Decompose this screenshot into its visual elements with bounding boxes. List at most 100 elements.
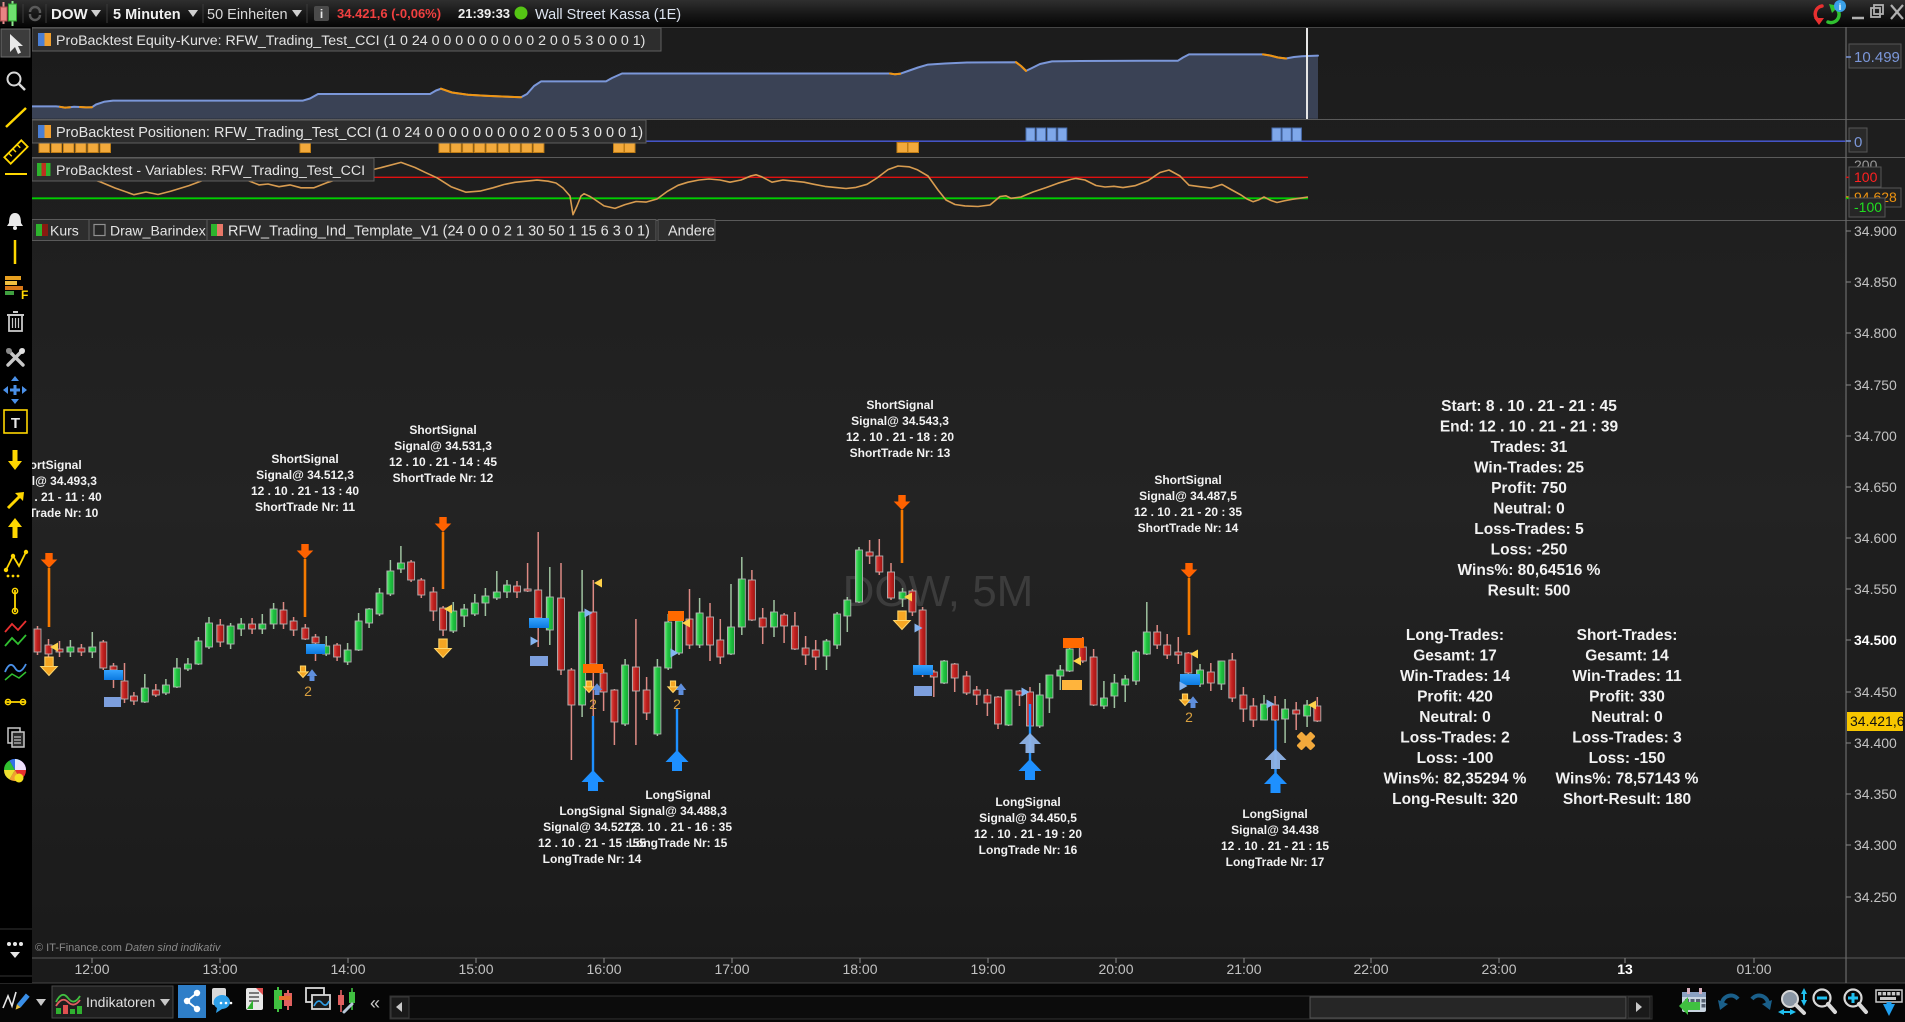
svg-text:Win-Trades: 14: Win-Trades: 14: [1400, 668, 1510, 685]
svg-text:34.450: 34.450: [1854, 684, 1897, 700]
svg-text:Trades: 31: Trades: 31: [1491, 439, 1568, 456]
svg-text:2: 2: [673, 696, 681, 712]
svg-text:Andere: Andere: [668, 224, 715, 240]
svg-text:Gesamt: 17: Gesamt: 17: [1413, 648, 1497, 665]
svg-text:ProBacktest Positionen: RFW_Tr: ProBacktest Positionen: RFW_Trading_Test…: [56, 125, 643, 141]
svg-text:Signal@ 34.488,3: Signal@ 34.488,3: [629, 804, 727, 818]
svg-text:14:00: 14:00: [330, 961, 365, 977]
svg-text:Signal@ 34.543,3: Signal@ 34.543,3: [851, 414, 949, 428]
svg-text:19:00: 19:00: [970, 961, 1005, 977]
svg-text:2: 2: [304, 683, 312, 699]
svg-text:Gesamt: 14: Gesamt: 14: [1585, 648, 1669, 665]
svg-text:20:00: 20:00: [1098, 961, 1133, 977]
svg-text:100: 100: [1854, 169, 1878, 185]
svg-text:13: 13: [1617, 961, 1633, 977]
svg-text:Result: 500: Result: 500: [1488, 583, 1571, 600]
svg-text:16:00: 16:00: [586, 961, 621, 977]
svg-text:Wins%: 78,57143 %: Wins%: 78,57143 %: [1556, 771, 1699, 788]
svg-text:LongSignal: LongSignal: [645, 788, 710, 802]
svg-text:Daten sind indikativ: Daten sind indikativ: [125, 942, 222, 954]
svg-text:LongTrade Nr: 17: LongTrade Nr: 17: [1226, 855, 1325, 869]
svg-text:Wall Street Kassa (1E): Wall Street Kassa (1E): [535, 7, 681, 23]
svg-text:DOW, 5M: DOW, 5M: [843, 567, 1034, 616]
svg-text:-100: -100: [1854, 199, 1882, 215]
svg-text:13:00: 13:00: [202, 961, 237, 977]
svg-text:ShortSignal: ShortSignal: [866, 398, 933, 412]
svg-text:21:39:33: 21:39:33: [458, 6, 510, 21]
svg-text:© IT-Finance.com: © IT-Finance.com: [35, 942, 122, 954]
svg-text:LongSignal: LongSignal: [559, 804, 624, 818]
svg-text:34.421,6: 34.421,6: [1850, 713, 1905, 729]
svg-text:Profit: 330: Profit: 330: [1589, 689, 1665, 706]
svg-text:ProBacktest Equity-Kurve: RFW_: ProBacktest Equity-Kurve: RFW_Trading_Te…: [56, 33, 645, 49]
svg-text:ShortTrade Nr: 14: ShortTrade Nr: 14: [1138, 521, 1239, 535]
svg-text:i: i: [1839, 2, 1842, 12]
svg-text:34.350: 34.350: [1854, 786, 1897, 802]
svg-text:Loss: -100: Loss: -100: [1417, 750, 1494, 767]
svg-text:Win-Trades: 11: Win-Trades: 11: [1572, 668, 1682, 685]
svg-text:Wins%: 80,64516 %: Wins%: 80,64516 %: [1458, 562, 1601, 579]
svg-text:12 . 10 . 21 - 19 : 20: 12 . 10 . 21 - 19 : 20: [974, 827, 1082, 841]
svg-text:RFW_Trading_Ind_Template_V1 (2: RFW_Trading_Ind_Template_V1 (24 0 0 0 2 …: [228, 224, 650, 240]
svg-text:34.850: 34.850: [1854, 274, 1897, 290]
svg-text:5 Minuten: 5 Minuten: [113, 7, 181, 23]
svg-text:Signal@ 34.487,5: Signal@ 34.487,5: [1139, 489, 1237, 503]
svg-text:«: «: [370, 993, 380, 1013]
svg-text:ProBacktest - Variables: RFW_T: ProBacktest - Variables: RFW_Trading_Tes…: [56, 163, 365, 179]
svg-text:Long-Trades:: Long-Trades:: [1406, 627, 1504, 644]
svg-text:12 . 10 . 21 - 18 : 20: 12 . 10 . 21 - 18 : 20: [846, 430, 954, 444]
svg-text:LongTrade Nr: 16: LongTrade Nr: 16: [979, 843, 1078, 857]
svg-text:12 . 10 . 21 - 16 : 35: 12 . 10 . 21 - 16 : 35: [624, 820, 732, 834]
svg-text:34.600: 34.600: [1854, 530, 1897, 546]
svg-text:LongSignal: LongSignal: [995, 795, 1060, 809]
svg-text:34.750: 34.750: [1854, 377, 1897, 393]
svg-text:ShortSignal: ShortSignal: [271, 452, 338, 466]
svg-text:34.700: 34.700: [1854, 428, 1897, 444]
svg-text:Long-Result: 320: Long-Result: 320: [1392, 791, 1518, 808]
svg-text:Wins%: 82,35294 %: Wins%: 82,35294 %: [1384, 771, 1527, 788]
svg-text:18:00: 18:00: [842, 961, 877, 977]
svg-text:i: i: [320, 7, 323, 21]
svg-text:Start: 8 . 10 . 21 - 21 : 45: Start: 8 . 10 . 21 - 21 : 45: [1441, 398, 1617, 415]
svg-text:34.650: 34.650: [1854, 479, 1897, 495]
svg-text:Neutral: 0: Neutral: 0: [1493, 501, 1565, 518]
svg-text:LongSignal: LongSignal: [1242, 807, 1307, 821]
svg-text:End: 12 . 10 . 21 - 21 : 39: End: 12 . 10 . 21 - 21 : 39: [1440, 419, 1619, 436]
svg-text:12 . 10 . 21 - 21 : 15: 12 . 10 . 21 - 21 : 15: [1221, 839, 1329, 853]
svg-text:Indikatoren: Indikatoren: [86, 994, 155, 1010]
svg-text:2: 2: [1185, 709, 1193, 725]
svg-text:F: F: [21, 288, 28, 302]
svg-text:ShortTrade Nr: 12: ShortTrade Nr: 12: [393, 471, 494, 485]
svg-text:DOW: DOW: [51, 6, 89, 23]
svg-text:34.500: 34.500: [1854, 632, 1897, 648]
svg-text:Loss-Trades: 5: Loss-Trades: 5: [1474, 521, 1584, 538]
svg-text:Profit: 420: Profit: 420: [1417, 689, 1493, 706]
svg-text:10.499: 10.499: [1854, 49, 1900, 66]
svg-text:34.900: 34.900: [1854, 223, 1897, 239]
svg-text:12 . 10 . 21 - 15 : 55: 12 . 10 . 21 - 15 : 55: [538, 836, 646, 850]
svg-text:Signal@ 34.450,5: Signal@ 34.450,5: [979, 811, 1077, 825]
svg-text:LongTrade Nr: 15: LongTrade Nr: 15: [629, 836, 728, 850]
svg-text:LongTrade Nr: 14: LongTrade Nr: 14: [543, 852, 642, 866]
svg-text:Short-Result: 180: Short-Result: 180: [1563, 791, 1691, 808]
svg-text:01:00: 01:00: [1736, 961, 1771, 977]
svg-text:34.550: 34.550: [1854, 581, 1897, 597]
svg-text:ShortTrade Nr: 11: ShortTrade Nr: 11: [255, 500, 355, 514]
svg-text:Loss-Trades: 2: Loss-Trades: 2: [1400, 730, 1509, 747]
svg-text:22:00: 22:00: [1353, 961, 1388, 977]
svg-text:34.800: 34.800: [1854, 325, 1897, 341]
svg-text:Loss-Trades: 3: Loss-Trades: 3: [1572, 730, 1682, 747]
svg-text:23:00: 23:00: [1481, 961, 1516, 977]
svg-text:Neutral: 0: Neutral: 0: [1591, 709, 1663, 726]
svg-text:Short-Trades:: Short-Trades:: [1577, 627, 1678, 644]
svg-text:Signal@ 34.531,3: Signal@ 34.531,3: [394, 439, 492, 453]
svg-text:Loss: -150: Loss: -150: [1589, 750, 1666, 767]
svg-text:34.400: 34.400: [1854, 735, 1897, 751]
svg-text:34.250: 34.250: [1854, 889, 1897, 905]
svg-text:15:00: 15:00: [458, 961, 493, 977]
svg-text:2: 2: [589, 696, 597, 712]
svg-text:ShortTrade Nr: 13: ShortTrade Nr: 13: [850, 446, 951, 460]
svg-text:Signal@ 34.512,3: Signal@ 34.512,3: [256, 468, 354, 482]
svg-text:21:00: 21:00: [1226, 961, 1261, 977]
svg-text:Signal@ 34.438: Signal@ 34.438: [1231, 823, 1319, 837]
